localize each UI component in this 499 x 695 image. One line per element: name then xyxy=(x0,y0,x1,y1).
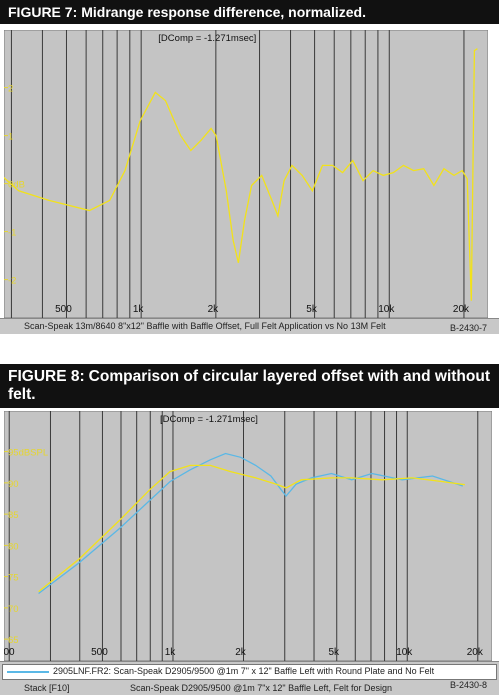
figure-label: FIGURE 8: xyxy=(8,368,85,385)
legend-row: Scan-Speak 13m/8640 8"x12" Baffle with B… xyxy=(24,321,386,331)
plot-background xyxy=(3,29,489,319)
x-tick-label: 20k xyxy=(467,647,484,658)
y-tick-label: 85 xyxy=(8,510,19,521)
y-tick-label: 2 xyxy=(8,84,13,95)
x-tick-label: 2k xyxy=(235,647,247,658)
y-tick-label: 65 xyxy=(8,635,19,646)
y-tick-label: 0dB xyxy=(8,180,25,191)
annotation: [DComp = -1.271msec] xyxy=(158,33,256,44)
data-line xyxy=(3,48,478,301)
x-tick-label: 20k xyxy=(453,304,470,315)
data-line xyxy=(38,452,464,595)
status-bar: 2905LNF.FR2: Scan-Speak D2905/9500 @1m 7… xyxy=(0,661,499,695)
legend-label: 2905LNF.FR2: Scan-Speak D2905/9500 @1m 7… xyxy=(53,666,435,676)
x-tick-label: 1k xyxy=(133,304,145,315)
figure-id: B-2430-8 xyxy=(449,680,487,690)
figure-caption: FIGURE 8: Comparison of circular layered … xyxy=(0,364,499,408)
x-tick-label: 5k xyxy=(328,647,340,658)
y-tick-label: 70 xyxy=(8,604,19,615)
annotation: [DComp = -1.271msec] xyxy=(160,414,258,425)
legend-label: Scan-Speak D2905/9500 @1m 7"x 12" Baffle… xyxy=(130,683,393,693)
figure-caption: FIGURE 7: Midrange response difference, n… xyxy=(0,0,499,25)
x-tick-label: 5k xyxy=(306,304,318,315)
x-tick-label: 2k xyxy=(208,304,220,315)
plot-area: 500 1k 2k 5k 10k 20k 2 1 0dB -1 -2 [DComp = -1.271m… xyxy=(3,29,489,323)
x-tick-label: 10k xyxy=(396,647,413,658)
y-tick-label: -2 xyxy=(8,276,16,287)
figure-title: Midrange response difference, normalized… xyxy=(81,4,366,20)
legend-label: Scan-Speak 13m/8640 8"x12" Baffle with B… xyxy=(24,321,386,331)
legend-swatch xyxy=(7,671,49,673)
x-tick-label: 1k xyxy=(165,647,177,658)
data-line xyxy=(38,464,465,593)
y-tick-label: 75 xyxy=(8,573,19,584)
legend-box: 2905LNF.FR2: Scan-Speak D2905/9500 @1m 7… xyxy=(2,664,497,680)
y-tick-label: 1 xyxy=(8,132,13,143)
x-tick-label: 500 xyxy=(55,304,72,315)
chart: 200 500 1k 2k 5k 10k 20k 95dBSPL 90 85 80 75 70 65 [DC… xyxy=(0,410,493,662)
y-tick-label: 95dBSPL xyxy=(8,448,48,459)
figure-id: B-2430-7 xyxy=(449,323,487,333)
status-bar: Scan-Speak 13m/8640 8"x12" Baffle with B… xyxy=(0,318,499,334)
x-tick-label: 10k xyxy=(378,304,395,315)
y-tick-label: 80 xyxy=(8,541,19,552)
x-tick-label: 200 xyxy=(4,647,15,658)
chart: 500 1k 2k 5k 10k 20k 2 1 0dB -1 -2 [DComp = -1.271m… xyxy=(3,29,489,319)
y-tick-label: -1 xyxy=(8,228,16,239)
x-tick-label: 500 xyxy=(91,647,108,658)
plot-area: 200 500 1k 2k 5k 10k 20k 95dBSPL 90 85 80 75 70 65 [DC… xyxy=(0,410,493,666)
plot-background xyxy=(3,410,493,662)
y-tick-label: 90 xyxy=(8,479,19,490)
figure-label: FIGURE 7: xyxy=(8,4,78,20)
stack-label: Stack [F10] xyxy=(24,683,70,693)
figure-title: Comparison of circular layered offset wi… xyxy=(8,368,490,403)
